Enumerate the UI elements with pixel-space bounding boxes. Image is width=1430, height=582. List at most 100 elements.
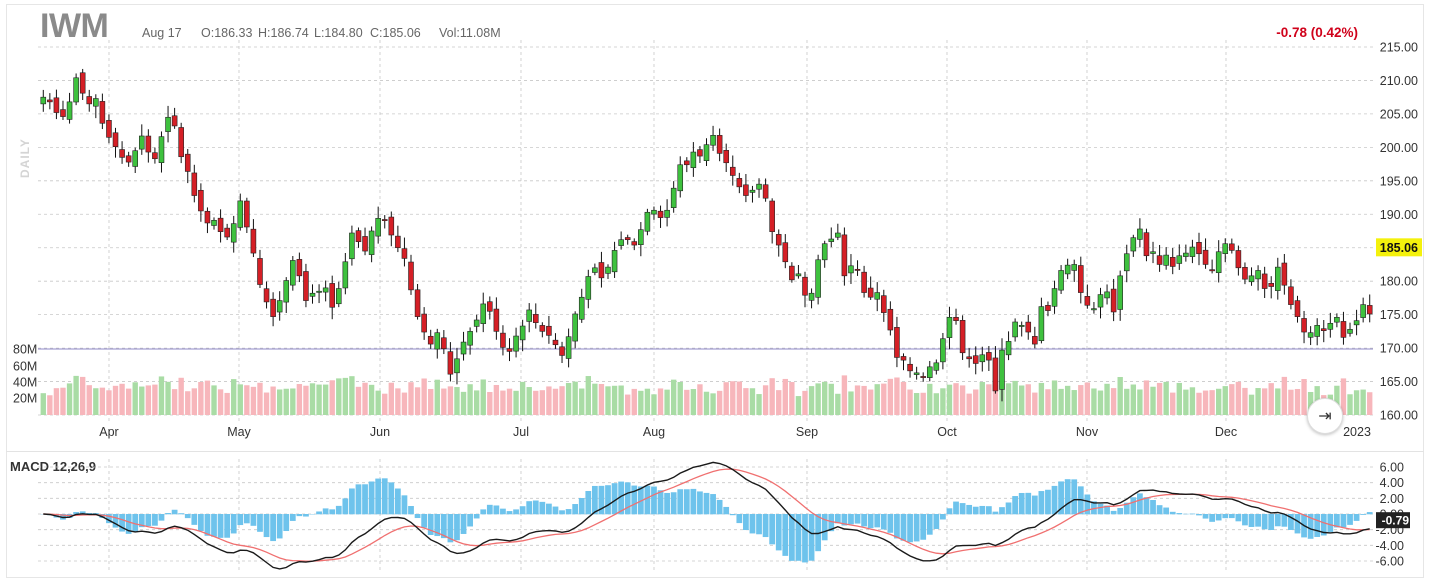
volume-bar [1229, 384, 1235, 415]
macd-last-label: -0.79 [1382, 514, 1410, 528]
macd-histogram-bar [710, 494, 716, 515]
candle-body [66, 101, 73, 120]
volume-bar [198, 381, 204, 415]
candle-body [40, 96, 47, 105]
candle-body [1202, 249, 1209, 265]
volume-bar [986, 384, 992, 415]
candle-body [1327, 323, 1334, 330]
volume-bar [1091, 388, 1097, 415]
price-tick-label: 195.00 [1380, 174, 1418, 188]
volume-bar [631, 388, 637, 415]
candle-body [106, 120, 112, 138]
candle-body [1143, 232, 1150, 257]
macd-histogram-bar [276, 514, 283, 539]
macd-histogram-bar [572, 504, 579, 515]
macd-histogram-bar [184, 514, 191, 519]
macd-histogram-bar [841, 514, 848, 526]
volume-bar [815, 383, 821, 415]
macd-histogram-bar [171, 509, 178, 515]
volume-bar [276, 389, 283, 415]
macd-histogram-bar [1091, 501, 1097, 515]
macd-histogram-bar [473, 514, 480, 519]
volume-bar [526, 387, 532, 415]
candle-body [979, 354, 986, 363]
volume-bar [125, 388, 132, 415]
price-tick-label: 205.00 [1380, 107, 1418, 121]
candle-body [585, 276, 592, 300]
volume-bar [1110, 388, 1117, 415]
macd-histogram-bar [703, 492, 710, 515]
candle-body [526, 309, 532, 322]
macd-histogram-bar [1025, 492, 1032, 515]
macd-histogram-bar [1045, 489, 1051, 515]
macd-histogram-bar [1274, 514, 1281, 527]
volume-bar [973, 389, 979, 415]
macd-last-badge [1376, 512, 1410, 529]
volume-bar [388, 382, 394, 415]
candle-body [211, 219, 217, 226]
candle-body [1360, 304, 1366, 318]
volume-bar [611, 385, 618, 415]
volume-bar [1156, 382, 1163, 415]
macd-histogram-bar [99, 514, 106, 518]
volume-bar [598, 383, 605, 415]
candle-body [1189, 246, 1196, 257]
candle-body [690, 151, 697, 169]
macd-histogram-bar [152, 514, 158, 526]
macd-histogram-bar [86, 513, 93, 515]
macd-histogram-bar [677, 489, 684, 515]
macd-histogram-bar [795, 514, 802, 561]
candle-body [460, 341, 467, 355]
volume-bar [533, 390, 539, 415]
goto-latest-button[interactable]: ⇥ [1307, 398, 1343, 434]
candle-body [1281, 262, 1288, 286]
volume-bar [1183, 389, 1189, 415]
volume-bar [1025, 384, 1031, 415]
macd-histogram-bar [1143, 497, 1150, 515]
volume-bar [480, 379, 486, 415]
macd-histogram-bar [79, 511, 86, 515]
volume-bar [638, 390, 644, 415]
macd-histogram-bar [591, 485, 598, 515]
ticker-symbol: IWM [40, 7, 109, 45]
candle-body [618, 239, 624, 246]
macd-histogram-bar [992, 511, 999, 515]
volume-bar [1255, 388, 1261, 415]
volume-bar [664, 389, 670, 415]
volume-bar [841, 375, 848, 415]
macd-histogram-bar [375, 478, 382, 515]
volume-bar [1038, 382, 1045, 415]
macd-histogram-bar [959, 503, 966, 515]
macd-histogram-bar [401, 495, 408, 515]
candle-body [244, 200, 250, 228]
macd-histogram-bar [1058, 481, 1064, 515]
candle-body [349, 232, 355, 260]
candle-body [441, 337, 447, 350]
volume-bar [1117, 377, 1123, 415]
volume-bar [1235, 381, 1242, 415]
candle-body [1215, 251, 1222, 274]
candle-body [388, 216, 395, 236]
candle-body [1137, 228, 1143, 240]
macd-histogram-bar [191, 514, 198, 525]
macd-histogram-bar [1366, 512, 1373, 515]
candle-body [697, 149, 703, 157]
macd-histogram-bar [349, 488, 355, 515]
candle-body [152, 152, 158, 160]
month-label: Jun [370, 425, 390, 439]
volume-bar [473, 390, 480, 415]
volume-bar [1143, 380, 1150, 415]
price-tick-label: 170.00 [1380, 342, 1418, 356]
volume-bar [1078, 385, 1084, 415]
candle-body [926, 366, 933, 378]
candle-body [408, 261, 414, 291]
candle-body [1176, 255, 1183, 264]
macd-histogram-bar [1242, 514, 1248, 526]
candle-body [145, 135, 152, 153]
candle-body [138, 135, 145, 150]
candle-body [395, 235, 401, 249]
macd-histogram-bar [1235, 514, 1242, 522]
price-tick-label: 200.00 [1380, 141, 1418, 155]
macd-histogram-bar [257, 514, 263, 532]
